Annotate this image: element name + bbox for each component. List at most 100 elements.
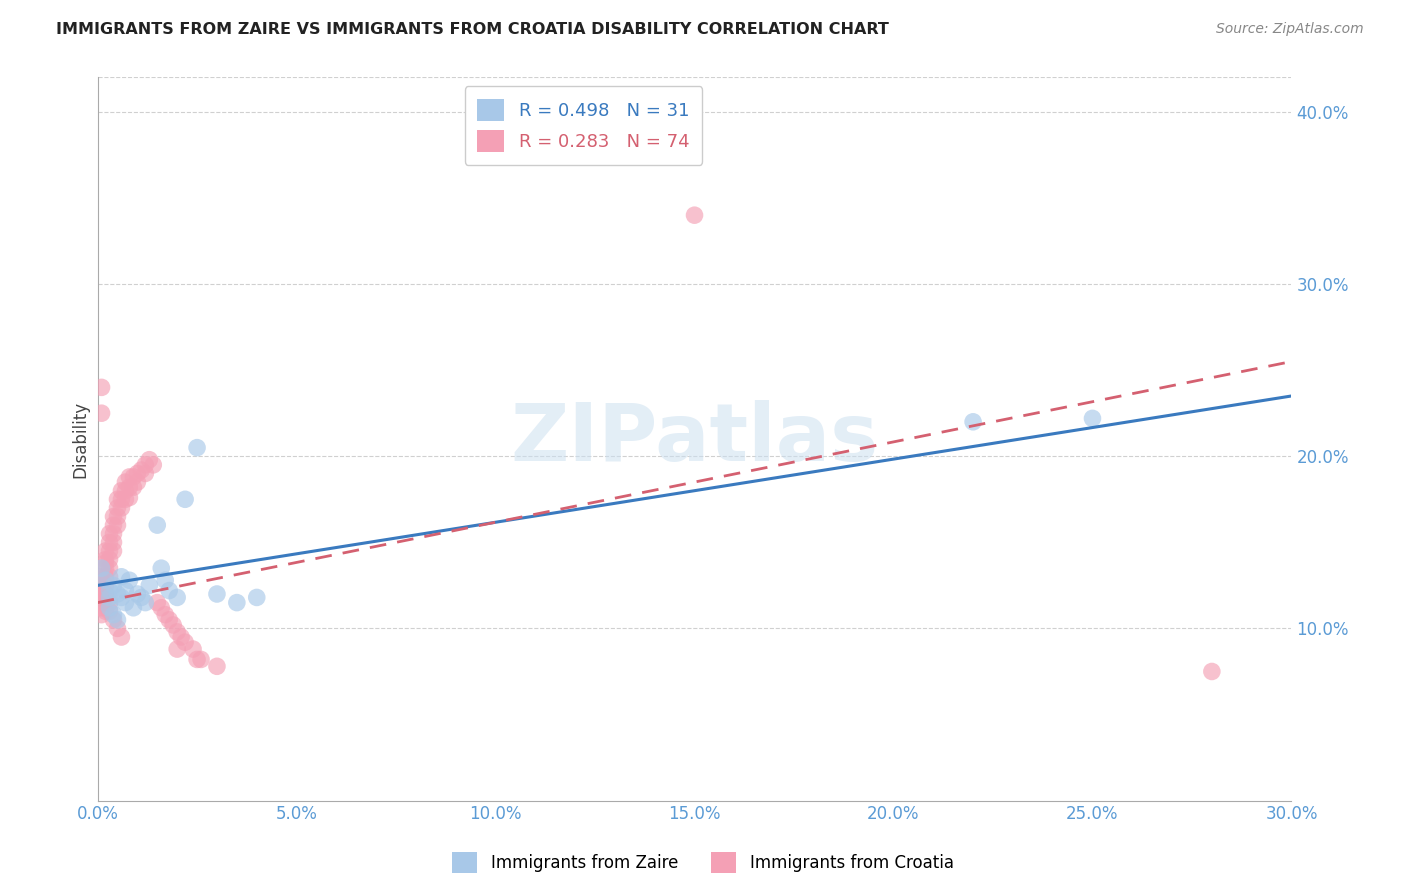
Point xyxy=(1201,665,1223,679)
Point xyxy=(142,458,165,472)
Point xyxy=(90,600,112,615)
Point xyxy=(94,544,117,558)
Point xyxy=(94,578,117,592)
Point xyxy=(122,480,145,494)
Point xyxy=(174,492,197,507)
Point xyxy=(246,591,269,605)
Point xyxy=(131,463,153,477)
Point xyxy=(166,642,188,657)
Point xyxy=(155,573,177,587)
Text: ZIPatlas: ZIPatlas xyxy=(510,400,879,478)
Point xyxy=(114,583,136,598)
Point xyxy=(90,561,112,575)
Point xyxy=(225,596,247,610)
Point xyxy=(98,600,121,615)
Point xyxy=(98,552,121,566)
Point xyxy=(181,642,204,657)
Point xyxy=(103,578,125,592)
Point xyxy=(90,380,112,394)
Point xyxy=(683,208,706,222)
Y-axis label: Disability: Disability xyxy=(72,401,89,477)
Point xyxy=(186,441,208,455)
Point xyxy=(114,475,136,489)
Point xyxy=(103,526,125,541)
Point xyxy=(110,500,132,515)
Point xyxy=(1081,411,1104,425)
Point xyxy=(186,652,208,666)
Point xyxy=(170,630,193,644)
Point xyxy=(94,561,117,575)
Point xyxy=(118,491,141,505)
Point xyxy=(138,578,160,592)
Point xyxy=(90,587,112,601)
Point xyxy=(150,600,173,615)
Point xyxy=(98,535,121,549)
Point xyxy=(962,415,984,429)
Point xyxy=(134,596,156,610)
Point xyxy=(107,500,129,515)
Point xyxy=(98,583,121,598)
Point xyxy=(103,518,125,533)
Point xyxy=(98,544,121,558)
Point xyxy=(103,613,125,627)
Point xyxy=(166,591,188,605)
Point xyxy=(107,613,129,627)
Point xyxy=(107,587,129,601)
Point xyxy=(107,622,129,636)
Point xyxy=(134,467,156,481)
Point xyxy=(110,483,132,498)
Text: Source: ZipAtlas.com: Source: ZipAtlas.com xyxy=(1216,22,1364,37)
Point xyxy=(174,635,197,649)
Point xyxy=(103,607,125,622)
Point xyxy=(94,573,117,587)
Point xyxy=(114,596,136,610)
Point xyxy=(90,578,112,592)
Legend: Immigrants from Zaire, Immigrants from Croatia: Immigrants from Zaire, Immigrants from C… xyxy=(446,846,960,880)
Point xyxy=(110,591,132,605)
Point xyxy=(94,591,117,605)
Point xyxy=(98,526,121,541)
Legend: R = 0.498   N = 31, R = 0.283   N = 74: R = 0.498 N = 31, R = 0.283 N = 74 xyxy=(465,87,702,165)
Point xyxy=(94,587,117,601)
Point xyxy=(98,570,121,584)
Point xyxy=(157,613,180,627)
Point xyxy=(157,583,180,598)
Point xyxy=(118,573,141,587)
Point xyxy=(118,480,141,494)
Point xyxy=(98,591,121,605)
Point xyxy=(98,561,121,575)
Point xyxy=(138,452,160,467)
Point xyxy=(127,587,149,601)
Point xyxy=(103,509,125,524)
Point xyxy=(134,458,156,472)
Point xyxy=(90,596,112,610)
Point xyxy=(94,556,117,570)
Point xyxy=(190,652,212,666)
Point xyxy=(146,596,169,610)
Point xyxy=(114,483,136,498)
Point xyxy=(114,492,136,507)
Point xyxy=(90,607,112,622)
Point xyxy=(118,470,141,484)
Point xyxy=(90,570,112,584)
Point xyxy=(90,591,112,605)
Point xyxy=(98,604,121,618)
Point xyxy=(98,596,121,610)
Point xyxy=(205,587,228,601)
Point xyxy=(127,467,149,481)
Point xyxy=(131,591,153,605)
Point xyxy=(94,587,117,601)
Point xyxy=(155,607,177,622)
Point xyxy=(110,492,132,507)
Point xyxy=(103,535,125,549)
Point xyxy=(94,552,117,566)
Point xyxy=(110,630,132,644)
Point xyxy=(107,518,129,533)
Point xyxy=(127,475,149,489)
Point xyxy=(90,406,112,420)
Text: IMMIGRANTS FROM ZAIRE VS IMMIGRANTS FROM CROATIA DISABILITY CORRELATION CHART: IMMIGRANTS FROM ZAIRE VS IMMIGRANTS FROM… xyxy=(56,22,889,37)
Point xyxy=(103,544,125,558)
Point xyxy=(107,492,129,507)
Point xyxy=(94,604,117,618)
Point xyxy=(90,573,112,587)
